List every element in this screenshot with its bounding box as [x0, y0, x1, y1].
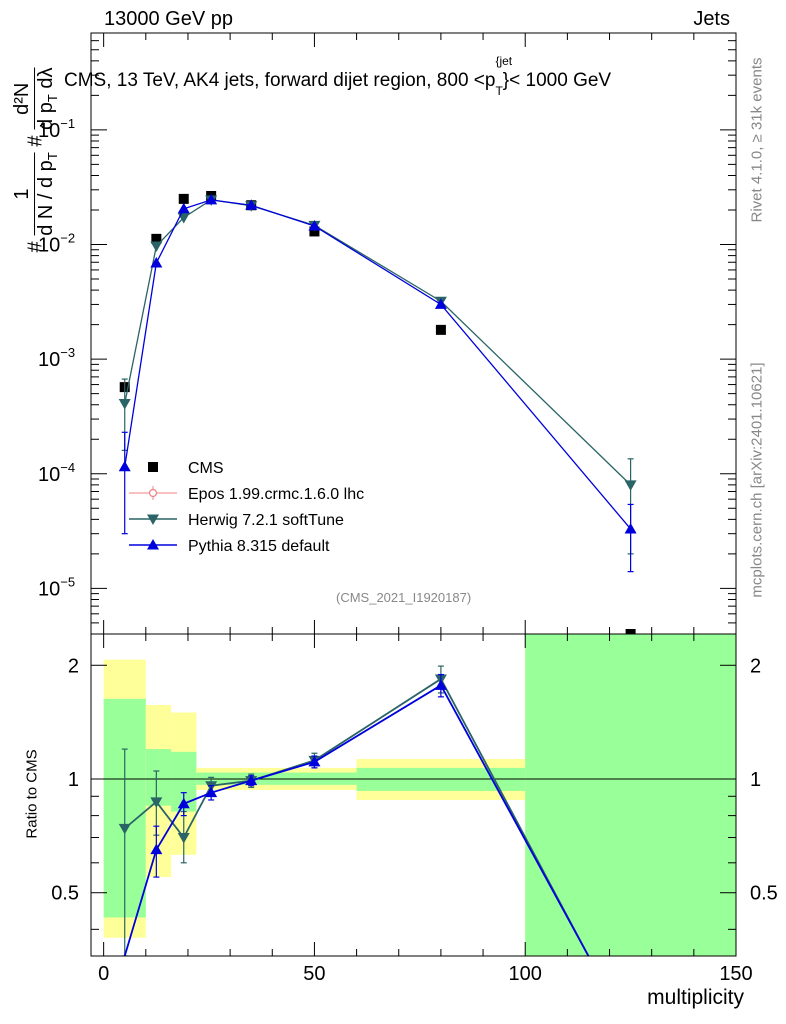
category-label: Jets — [693, 8, 730, 30]
ratio-y-tick-label-right-0.5: 0.5 — [750, 883, 778, 905]
herwig-line — [124, 199, 632, 486]
y-tick-base: 10 — [38, 349, 60, 371]
cms-point-2 — [178, 193, 189, 204]
herwig-ratio-line — [124, 677, 590, 956]
cms-point-1 — [151, 233, 162, 244]
cms-point-5 — [309, 226, 320, 237]
y-tick-base: 10 — [38, 464, 60, 486]
plot-title-main: CMS, 13 TeV, AK4 jets, forward dijet reg… — [64, 70, 496, 91]
pythia-line — [124, 199, 632, 530]
pythia-point-0 — [118, 460, 131, 472]
cms-point-6 — [435, 324, 446, 335]
legend-marker-herwig — [147, 514, 159, 525]
y-tick-base: 10 — [38, 235, 60, 257]
pythia-ratio-point-5 — [308, 755, 321, 767]
herwig-point-7 — [624, 480, 637, 491]
legend-label-2: Herwig 7.2.1 softTune — [188, 512, 344, 529]
ratio-y-tick-label-left-2: 2 — [68, 655, 79, 677]
pythia-ratio-point-2 — [177, 797, 190, 809]
y-axis-label: # 1 d N / d pT # d²N d pT dλ — [11, 67, 61, 253]
herwig-point-0 — [118, 399, 131, 410]
x-tick-label-100: 100 — [509, 963, 542, 985]
energy-label: 13000 GeV pp — [104, 8, 233, 30]
band-green-5 — [525, 634, 736, 956]
legend-entry-2: Herwig 7.2.1 softTune — [129, 512, 344, 529]
y-tick-exponent: −3 — [60, 345, 75, 360]
plot-title-sub: T — [495, 84, 503, 98]
pythia-point-6 — [434, 298, 447, 309]
y-tick-base: 10 — [38, 120, 60, 142]
pythia-point-7 — [624, 522, 637, 534]
y-tick-label-−1: 10−1 — [38, 116, 75, 142]
herwig-ratio-point-2 — [177, 833, 190, 844]
legend-entry-3: Pythia 8.315 default — [129, 538, 330, 555]
cms-point-7 — [625, 629, 636, 634]
ratio-series — [118, 665, 590, 956]
x-tick-label-0: 0 — [98, 963, 109, 985]
mcplots-label: mcplots.cern.ch [arXiv:2401.10621] — [748, 362, 766, 598]
y-label-frac2-den: d p — [35, 102, 58, 130]
y-tick-label-−2: 10−2 — [38, 231, 75, 257]
legend-entry-0: CMS — [148, 460, 224, 477]
band-green-1 — [145, 749, 172, 806]
pythia-point-5 — [308, 220, 321, 231]
y-tick-label-−4: 10−4 — [38, 460, 75, 486]
pythia-ratio-line — [123, 684, 590, 956]
legend-label-0: CMS — [188, 460, 224, 477]
pythia-point-4 — [245, 199, 258, 210]
y-label-frac1-num: 1 — [11, 152, 36, 236]
pythia-point-3 — [205, 193, 218, 205]
plot-title-sup: {jet — [495, 54, 513, 68]
y-tick-exponent: −1 — [60, 116, 75, 131]
pythia-ratio-point-6 — [434, 679, 447, 690]
legend-label-3: Pythia 8.315 default — [188, 538, 330, 555]
herwig-point-1 — [150, 241, 163, 253]
ratio-y-tick-label-right-1: 1 — [750, 769, 761, 791]
x-tick-label-150: 150 — [719, 963, 752, 985]
legend-marker-epos — [148, 488, 158, 498]
herwig-ratio-point-0 — [118, 823, 131, 835]
main-series — [118, 190, 637, 634]
legend-entry-1: Epos 1.99.crmc.1.6.0 lhc — [129, 486, 364, 503]
ratio-bands — [103, 634, 736, 956]
x-axis-label: multiplicity — [647, 986, 744, 1009]
ratio-y-tick-label-left-1: 1 — [68, 769, 79, 791]
legend-marker-pythia — [147, 539, 159, 550]
pythia-point-1 — [150, 256, 163, 268]
pythia-ratio-point-4 — [245, 774, 258, 786]
ratio-y-axis-label: Ratio to CMS — [23, 749, 41, 839]
y-tick-exponent: −5 — [60, 574, 75, 589]
legend: CMS Epos 1.99.crmc.1.6.0 lhc Herwig 7.2.1 … — [129, 460, 364, 555]
herwig-ratio-point-1 — [150, 797, 163, 808]
y-tick-base: 10 — [38, 578, 60, 600]
ratio-y-tick-label-right-2: 2 — [750, 655, 761, 677]
y-label-frac2-num: d²N — [11, 67, 36, 130]
x-tick-label-50: 50 — [303, 963, 325, 985]
y-tick-label-−3: 10−3 — [38, 345, 75, 371]
rivet-label: Rivet 4.1.0, ≥ 31k events — [748, 57, 766, 223]
y-tick-exponent: −2 — [60, 231, 75, 246]
y-tick-label-−5: 10−5 — [38, 574, 75, 600]
pythia-point-2 — [177, 202, 190, 214]
ratio-frame — [90, 633, 737, 957]
ratio-y-tick-label-left-0.5: 0.5 — [51, 883, 79, 905]
pythia-ratio-point-1 — [150, 843, 163, 855]
y-label-hash-1: # — [24, 241, 47, 253]
legend-marker-cms — [148, 462, 158, 472]
y-label-frac1-den-sub: T — [45, 152, 61, 161]
y-label-frac2-den-sub: T — [45, 94, 61, 103]
plot-title: CMS, 13 TeV, AK4 jets, forward dijet reg… — [64, 54, 612, 98]
legend-label-1: Epos 1.99.crmc.1.6.0 lhc — [188, 486, 364, 503]
y-label-frac2-den-end: dλ — [35, 67, 58, 95]
y-tick-exponent: −4 — [60, 460, 75, 475]
y-label-hash-2: # — [24, 135, 47, 147]
analysis-id: (CMS_2021_I1920187) — [336, 590, 472, 605]
pythia-ratio-point-3 — [205, 786, 218, 798]
y-label-frac1-den: d N / d p — [35, 160, 58, 236]
plot-title-end: }< 1000 GeV — [502, 70, 612, 91]
